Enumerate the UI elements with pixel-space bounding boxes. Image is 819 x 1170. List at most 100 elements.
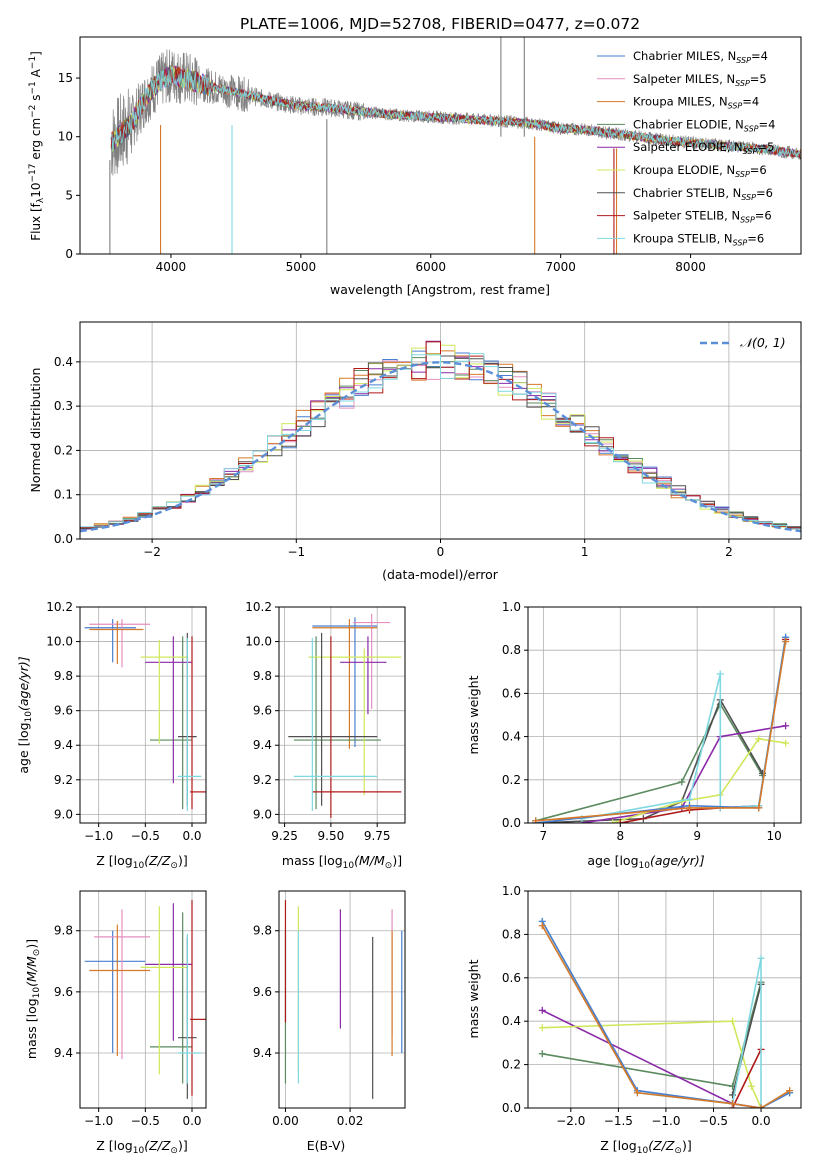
axes-frame: −2 −1 0 1 2 0.0 0.1 0.2 0.3 0.4: [54, 321, 802, 559]
y-tick-label: 0.2: [502, 1058, 521, 1072]
x-tick-label: 9.50: [318, 829, 345, 843]
mass-z-xlabel: Z [log10(Z/Z⊙)]: [96, 1138, 187, 1156]
weight-line-salpeter_elodie: [581, 725, 786, 823]
weight-marker-chabrier_elodie: [538, 1050, 546, 1058]
weight-line-chabrier_miles: [535, 637, 787, 823]
x-tick-label: 0.02: [337, 1114, 364, 1128]
age-vs-mass-panel: 9.25 9.50 9.75 9.0 9.2 9.4 9.6 9.8 10.0 10.2 mass…: [245, 600, 406, 871]
errorbar-point-kroupa_miles: [89, 620, 144, 665]
x-tick-label: 7000: [545, 260, 576, 274]
plot-area: [288, 613, 402, 818]
errorbar-point-kroupa_miles: [89, 924, 150, 1057]
axes-border: [527, 606, 802, 824]
weight-marker-salpeter_stelib: [616, 819, 624, 823]
y-tick-label: 9.2: [253, 773, 272, 787]
legend-label: Chabrier MILES, NSSP=4: [633, 49, 768, 65]
y-tick-label: 9.0: [253, 807, 272, 821]
axes-border: [278, 890, 406, 1109]
y-tick-label: 9.8: [253, 924, 272, 938]
errorbar-point-salpeter_stelib: [190, 636, 206, 810]
legend-label: Salpeter ELODIE, NSSP=5: [633, 140, 774, 156]
x-tick-label: 0: [437, 545, 445, 559]
x-tick-label: 0.00: [272, 1114, 299, 1128]
weight-vs-metallicity-panel: −2.0 −1.5 −1.0 −0.5 0.0 0.0 0.2 0.4 0.6 0.8 1.0 Z …: [466, 884, 802, 1156]
weight-marker-kroupa_miles: [685, 804, 693, 812]
weight-marker-kroupa_stelib: [716, 670, 724, 678]
y-tick-label: 9.6: [253, 985, 272, 999]
errorbar-point-kroupa_stelib: [178, 638, 202, 811]
y-tick-label: 9.8: [54, 669, 73, 683]
errorbar-point-chabrier_miles: [84, 619, 136, 663]
errorbar-point-salpeter_miles: [89, 619, 150, 668]
y-tick-label: 0.4: [502, 730, 521, 744]
y-tick-label: 0.4: [502, 1014, 521, 1028]
errorbar-point-kroupa_elodie: [140, 639, 188, 744]
errorbar-point-salpeter_stelib: [312, 636, 402, 818]
mass-vs-extinction-panel: 0.00 0.02 9.4 9.6 9.8 E(B-V): [253, 890, 406, 1153]
x-tick-label: −1.0: [84, 1114, 113, 1128]
errorbar-point-chabrier_elodie: [150, 636, 192, 810]
weight-line-kroupa_stelib: [581, 637, 787, 820]
y-tick-label: 5: [65, 188, 73, 202]
x-tick-label: −1.0: [84, 829, 113, 843]
errorbar-point-chabrier_elodie: [293, 636, 381, 810]
y-tick-label: 1.0: [502, 884, 521, 898]
y-tick-label: 9.6: [54, 985, 73, 999]
legend-label: Chabrier ELODIE, NSSP=4: [633, 117, 775, 133]
errorbar-point-kroupa_miles: [312, 619, 378, 749]
errorbar-point-salpeter_stelib: [190, 900, 206, 1096]
plot-area: [532, 633, 790, 823]
model-spectrum-kroupa_stelib: [110, 66, 801, 158]
y-tick-label: 15: [58, 71, 73, 85]
y-tick-label: 0.8: [502, 927, 521, 941]
age-mass-xlabel: mass [log10(M/M⊙)]: [282, 853, 402, 871]
x-tick-label: 8000: [675, 260, 706, 274]
weight-z-ylabel: mass weight: [466, 959, 481, 1038]
weight-marker-kroupa_miles: [729, 1100, 737, 1108]
weight-marker-kroupa_miles: [757, 1104, 765, 1108]
x-tick-label: −2: [143, 545, 161, 559]
y-tick-label: 10.0: [245, 635, 272, 649]
weight-marker-kroupa_elodie: [729, 1017, 737, 1025]
plot-area: [84, 619, 206, 811]
x-tick-label: −2.0: [556, 1114, 585, 1128]
axes-frame: −2.0 −1.5 −1.0 −0.5 0.0 0.0 0.2 0.4 0.6 0.8 1.0: [502, 884, 802, 1128]
legend-label: Kroupa MILES, NSSP=4: [633, 95, 759, 111]
weight-marker-kroupa_miles: [782, 638, 790, 646]
weight-marker-kroupa_miles: [538, 922, 546, 930]
errorbar-point-salpeter_elodie: [145, 903, 192, 1041]
weight-marker-kroupa_miles: [633, 1089, 641, 1097]
spectrum-xlabel: wavelength [Angstrom, rest frame]: [330, 282, 550, 297]
y-tick-label: 9.4: [253, 738, 272, 752]
legend-label: Salpeter STELIB, NSSP=6: [633, 209, 772, 225]
axes-border: [79, 890, 207, 1109]
y-tick-label: 0.3: [54, 399, 73, 413]
legend-label-normal: 𝒩(0, 1): [740, 335, 786, 350]
axes-border: [79, 606, 207, 824]
x-tick-label: 4000: [156, 260, 187, 274]
errorbar-point-salpeter_elodie: [145, 636, 192, 784]
weight-marker-kroupa_elodie: [538, 1024, 546, 1032]
weight-z-xlabel: Z [log10(Z/Z⊙)]: [600, 1138, 691, 1156]
weight-marker-kroupa_elodie: [782, 739, 790, 747]
weight-line-chabrier_elodie: [542, 981, 762, 1088]
spectrum-ylabel: Flux [fλ10−17 erg cm−2 s−1 A−1]: [28, 51, 46, 241]
grid: [279, 606, 405, 823]
axes-frame: 0.00 0.02 9.4 9.6 9.8: [253, 890, 406, 1128]
errorbar-point-chabrier_miles: [84, 930, 146, 1053]
plot-area: [109, 37, 801, 254]
axes-frame: −1.0 −0.5 0.0 9.0 9.2 9.4 9.6 9.8 10.0 10.2: [46, 600, 207, 843]
weight-marker-kroupa_miles: [532, 817, 540, 823]
y-tick-label: 0.0: [502, 1101, 521, 1115]
weight-line-kroupa_elodie: [612, 737, 786, 823]
normal-curve: [80, 361, 801, 533]
axes-frame: 7 8 9 10 0.0 0.2 0.4 0.6 0.8 1.0: [502, 600, 802, 843]
x-tick-label: 5000: [286, 260, 317, 274]
x-tick-label: 1: [581, 545, 589, 559]
weight-marker-kroupa_stelib: [757, 954, 765, 962]
legend-label: Chabrier STELIB, NSSP=6: [633, 186, 773, 202]
y-tick-label: 0.6: [502, 686, 521, 700]
errorbar-point-kroupa_elodie: [308, 648, 402, 796]
y-tick-label: 10.2: [245, 600, 272, 614]
